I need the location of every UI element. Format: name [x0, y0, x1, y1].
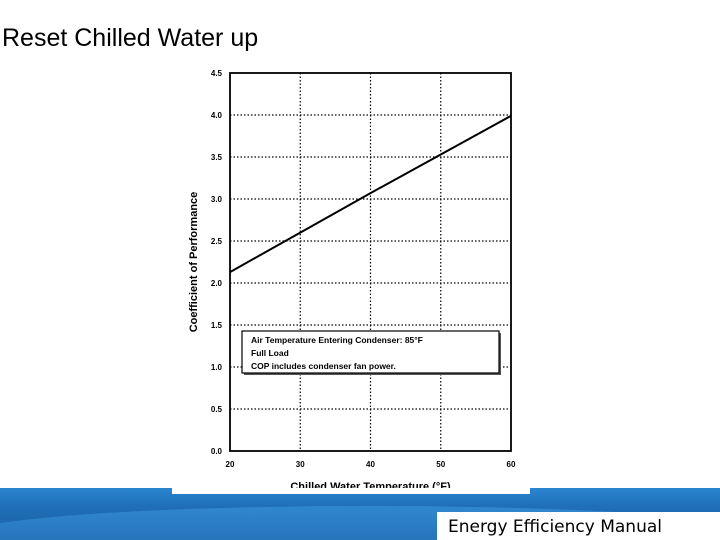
- y-axis-label: Coefficient of Performance: [188, 192, 200, 333]
- y-tick-label: 2.0: [211, 279, 223, 288]
- y-tick-label: 3.5: [211, 153, 223, 162]
- y-tick-label: 2.5: [211, 237, 223, 246]
- x-tick-label: 60: [507, 460, 516, 469]
- x-tick-label: 30: [296, 460, 305, 469]
- series-line: [229, 114, 512, 273]
- x-tick-label: 50: [436, 460, 445, 469]
- cop-chart: 0.0 0.5 1.0 1.5 2.0 2.5 3.0 3.5 4.0 4.5 20 30 40 50 60…: [188, 69, 516, 493]
- slide-title: Reset Chilled Water up: [2, 24, 259, 52]
- chart-panel: 0.0 0.5 1.0 1.5 2.0 2.5 3.0 3.5 4.0 4.5 20 30 40 50 60…: [172, 64, 530, 494]
- y-tick-label: 4.5: [211, 69, 223, 78]
- y-tick-label: 4.0: [211, 111, 223, 120]
- footer-band: [0, 488, 720, 540]
- y-tick-label: 1.0: [211, 363, 223, 372]
- plot-frame: [229, 72, 512, 452]
- note-line: COP includes condenser fan power.: [251, 361, 396, 371]
- y-tick-label: 3.0: [211, 195, 223, 204]
- y-tick-label: 0.5: [211, 405, 223, 414]
- note-line: Air Temperature Entering Condenser: 85°F: [251, 335, 423, 345]
- y-tick-label: 1.5: [211, 321, 223, 330]
- y-tick-label: 0.0: [211, 447, 223, 456]
- note-line: Full Load: [251, 348, 289, 358]
- footer-text: Energy Efficiency Manual: [448, 517, 662, 537]
- x-tick-label: 20: [226, 460, 235, 469]
- chart-panel-base: [172, 488, 530, 494]
- footer-label-box: [437, 512, 720, 540]
- x-tick-label: 40: [366, 460, 375, 469]
- note-box: [241, 330, 500, 374]
